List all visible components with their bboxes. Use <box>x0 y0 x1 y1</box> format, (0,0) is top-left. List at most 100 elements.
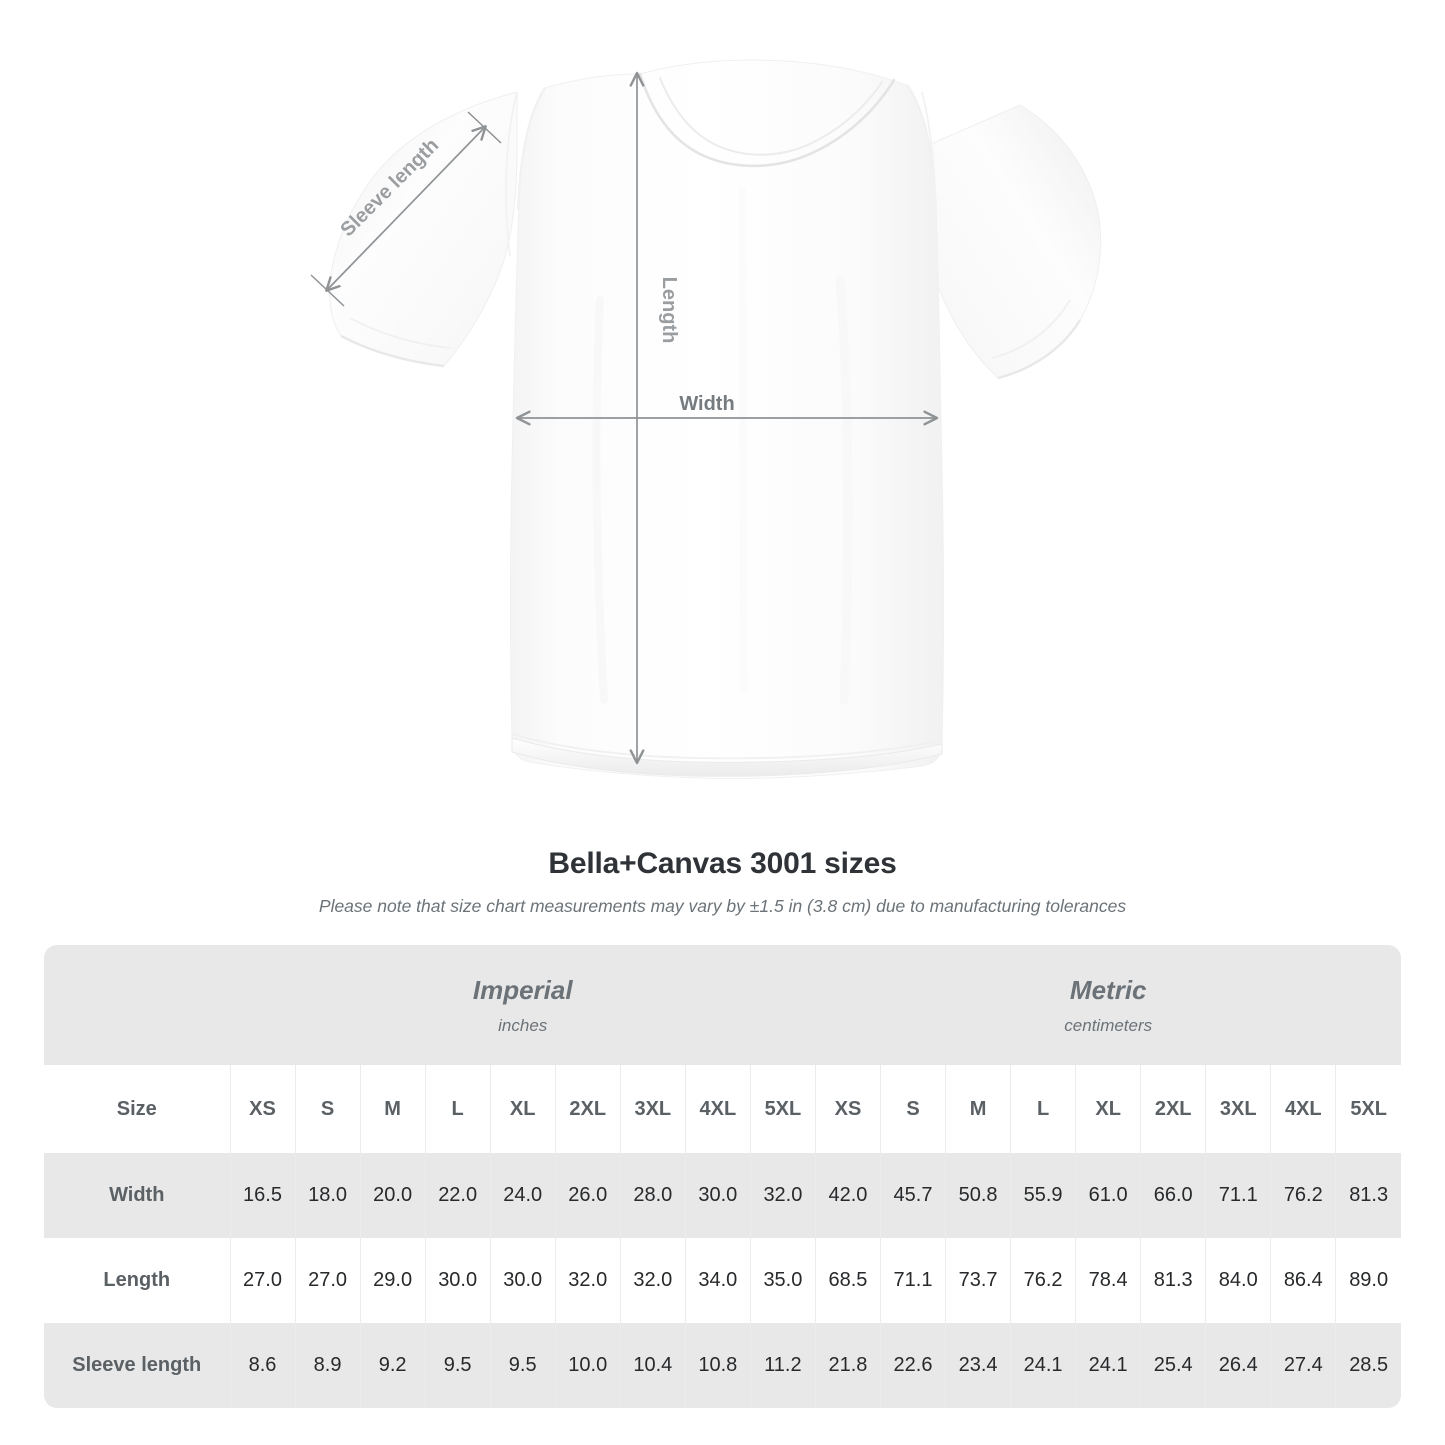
cell-imperial: 32.0 <box>619 1238 686 1323</box>
cell-metric: 71.1 <box>879 1238 946 1323</box>
table-row: Length 27.0 27.0 29.0 30.0 30.0 32.0 32.0 34.0 35… <box>44 1238 1401 1323</box>
size-header-imperial-xs: XS <box>229 1065 296 1153</box>
cell-metric: 24.1 <box>1010 1323 1076 1408</box>
cell-metric: 81.3 <box>1335 1153 1401 1238</box>
measurement-label: Sleeve length <box>44 1323 230 1408</box>
cell-imperial: 30.0 <box>424 1238 491 1323</box>
cell-imperial: 28.0 <box>619 1153 686 1238</box>
size-header-metric-4xl: 4XL <box>1270 1065 1336 1153</box>
cell-imperial: 27.0 <box>294 1238 361 1323</box>
collar-ribbing <box>659 77 883 156</box>
size-header-imperial-xl: XL <box>489 1065 556 1153</box>
cell-metric: 73.7 <box>945 1238 1011 1323</box>
size-header-imperial-2xl: 2XL <box>554 1065 621 1153</box>
size-header-imperial-5xl: 5XL <box>749 1065 816 1153</box>
left-shoulder-seam <box>516 87 546 211</box>
size-header-imperial-s: S <box>294 1065 361 1153</box>
size-header-imperial-4xl: 4XL <box>684 1065 751 1153</box>
cell-metric: 84.0 <box>1205 1238 1271 1323</box>
cell-metric: 42.0 <box>814 1153 881 1238</box>
sleeve-tick-top <box>467 111 502 144</box>
right-sleeve <box>919 104 1102 379</box>
cell-imperial: 10.0 <box>554 1323 621 1408</box>
cell-imperial: 8.6 <box>229 1323 296 1408</box>
left-sleeve-hem-inner <box>349 317 451 349</box>
cell-imperial: 30.0 <box>489 1238 556 1323</box>
unit-system-unit: centimeters <box>1064 1015 1153 1035</box>
left-armhole-seam <box>505 91 518 257</box>
cell-imperial: 30.0 <box>684 1153 751 1238</box>
size-header-imperial-3xl: 3XL <box>619 1065 686 1153</box>
chart-heading: Bella+Canvas 3001 sizes Please note that… <box>0 845 1445 918</box>
cell-metric: 78.4 <box>1075 1238 1141 1323</box>
size-header-row: Size XS S M L XL 2XL 3XL 4XL 5XL XS S M L XL 2XL 3XL 4XL 5… <box>44 1065 1401 1153</box>
size-header-metric-xs: XS <box>814 1065 881 1153</box>
cell-metric: 86.4 <box>1270 1238 1336 1323</box>
size-header-metric-2xl: 2XL <box>1140 1065 1206 1153</box>
cell-imperial: 16.5 <box>229 1153 296 1238</box>
cell-imperial: 27.0 <box>229 1238 296 1323</box>
size-header-metric-m: M <box>945 1065 1011 1153</box>
cell-metric: 61.0 <box>1075 1153 1141 1238</box>
tshirt-illustration: Sleeve length Length Width <box>310 59 1102 779</box>
table-row: Width 16.5 18.0 20.0 22.0 24.0 26.0 28.0 30.0 32.… <box>44 1153 1401 1238</box>
size-column-header: Size <box>44 1065 230 1153</box>
page-title: Bella+Canvas 3001 sizes <box>548 847 897 880</box>
size-header-imperial-l: L <box>424 1065 491 1153</box>
cell-metric: 45.7 <box>879 1153 946 1238</box>
size-header-metric-l: L <box>1010 1065 1076 1153</box>
fabric-fold-a <box>592 296 608 704</box>
tolerance-note: Please note that size chart measurements… <box>318 896 1127 916</box>
size-header-metric-xl: XL <box>1075 1065 1141 1153</box>
right-sleeve-hem-inner <box>991 299 1071 359</box>
cell-metric: 71.1 <box>1205 1153 1271 1238</box>
collar-outline <box>638 72 896 168</box>
cell-metric: 23.4 <box>945 1323 1011 1408</box>
right-armhole-seam <box>921 91 937 257</box>
measurement-label: Width <box>44 1153 230 1238</box>
size-table-container: Imperial inches Metric centimeters Size XS S M L… <box>44 945 1401 1408</box>
cell-metric: 76.2 <box>1270 1153 1336 1238</box>
cell-imperial: 32.0 <box>554 1238 621 1323</box>
right-sleeve-hem <box>997 319 1082 380</box>
unit-system-name: Metric <box>1069 974 1147 1005</box>
cell-imperial: 26.0 <box>554 1153 621 1238</box>
cell-metric: 28.5 <box>1335 1323 1401 1408</box>
width-label: Width <box>679 393 734 415</box>
cell-imperial: 22.0 <box>424 1153 491 1238</box>
cell-imperial: 32.0 <box>749 1153 816 1238</box>
size-header-metric-3xl: 3XL <box>1205 1065 1271 1153</box>
cell-imperial: 29.0 <box>359 1238 426 1323</box>
cell-metric: 66.0 <box>1140 1153 1206 1238</box>
cell-metric: 89.0 <box>1335 1238 1401 1323</box>
cell-imperial: 9.5 <box>424 1323 491 1408</box>
cell-imperial: 18.0 <box>294 1153 361 1238</box>
fabric-fold-c <box>738 186 748 694</box>
unit-system-header-metric: Metric centimeters <box>815 945 1401 1065</box>
size-header-imperial-m: M <box>359 1065 426 1153</box>
sleeve-tick-bottom <box>310 274 345 307</box>
size-header-metric-5xl: 5XL <box>1335 1065 1401 1153</box>
cell-imperial: 10.8 <box>684 1323 751 1408</box>
size-header-metric-s: S <box>879 1065 946 1153</box>
cell-metric: 22.6 <box>879 1323 946 1408</box>
shirt-body <box>510 59 944 779</box>
cell-metric: 55.9 <box>1010 1153 1076 1238</box>
cell-metric: 50.8 <box>945 1153 1011 1238</box>
cell-imperial: 8.9 <box>294 1323 361 1408</box>
cell-metric: 68.5 <box>814 1238 881 1323</box>
cell-metric: 26.4 <box>1205 1323 1271 1408</box>
measurement-label: Length <box>44 1238 230 1323</box>
cell-imperial: 10.4 <box>619 1323 686 1408</box>
cell-imperial: 35.0 <box>749 1238 816 1323</box>
sleeve-length-arrow <box>327 127 485 290</box>
unit-system-row: Imperial inches Metric centimeters <box>44 945 1401 1065</box>
unit-system-name: Imperial <box>472 974 573 1005</box>
cell-imperial: 11.2 <box>749 1323 816 1408</box>
table-row: Sleeve length 8.6 8.9 9.2 9.5 9.5 10.0 10.4 10.8… <box>44 1323 1401 1408</box>
unit-system-unit: inches <box>498 1015 548 1035</box>
cell-imperial: 9.2 <box>359 1323 426 1408</box>
cell-metric: 21.8 <box>814 1323 881 1408</box>
unit-row-spacer <box>44 945 230 1065</box>
